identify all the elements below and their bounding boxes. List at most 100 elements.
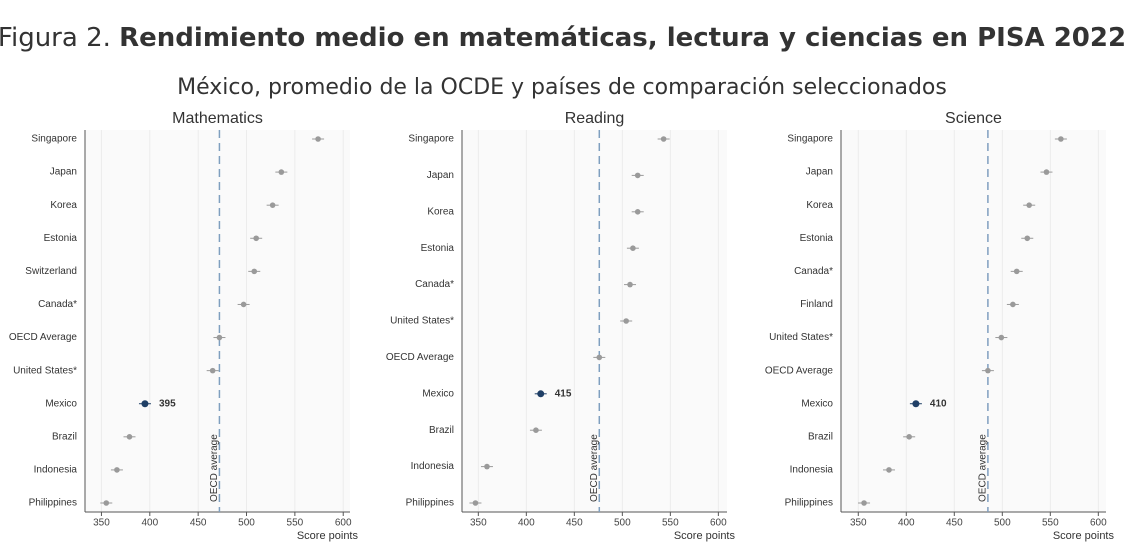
y-tick-label: Estonia [800, 233, 834, 244]
y-tick-label: OECD Average [386, 352, 455, 363]
y-tick-label: Japan [427, 170, 454, 181]
y-tick-label: Switzerland [25, 266, 77, 277]
y-tick-label: Korea [427, 206, 454, 217]
y-tick-label: United States* [13, 365, 77, 376]
y-tick-label: Brazil [429, 425, 454, 436]
figure-label: Figura 2. [0, 23, 111, 53]
y-tick-label: Korea [50, 200, 77, 211]
dot [660, 136, 667, 142]
dot [627, 281, 633, 288]
dot [240, 301, 247, 308]
x-tick-label: 600 [335, 518, 352, 529]
dot [596, 354, 603, 361]
x-tick-label: 400 [141, 518, 158, 529]
y-tick-label: Singapore [408, 134, 454, 145]
dot [1010, 301, 1016, 308]
dot [315, 136, 321, 142]
value-label: 395 [159, 398, 176, 409]
y-tick-label: United States* [769, 332, 833, 343]
x-tick-label: 400 [518, 518, 535, 529]
x-tick-label: 450 [946, 518, 963, 529]
y-tick-label: OECD Average [9, 332, 78, 343]
y-tick-label: Singapore [31, 134, 77, 145]
x-axis-label: Score points [674, 530, 736, 542]
dot [209, 367, 216, 374]
x-tick-label: 450 [566, 518, 583, 529]
dot [216, 334, 223, 341]
figure-title-text: Rendimiento medio en matemáticas, lectur… [119, 23, 1126, 53]
dot [1043, 169, 1050, 175]
x-tick-label: 600 [710, 518, 727, 529]
dot [630, 245, 636, 251]
x-tick-label: 350 [470, 518, 487, 529]
figure-title: Figura 2. Rendimiento medio en matemátic… [0, 23, 1126, 53]
y-tick-label: Philippines [29, 498, 77, 509]
dot [533, 427, 539, 434]
y-tick-label: Japan [50, 167, 77, 178]
y-tick-label: Mexico [45, 398, 77, 409]
dot [886, 467, 892, 473]
plot-area [841, 130, 1106, 512]
dot [1026, 202, 1032, 208]
dot [126, 434, 133, 440]
x-tick-label: 600 [1090, 518, 1107, 529]
dot [114, 467, 120, 473]
y-tick-label: Finland [800, 299, 833, 310]
dot [1013, 268, 1020, 275]
x-tick-label: 500 [614, 518, 631, 529]
plot-area [462, 130, 727, 512]
x-tick-label: 500 [994, 518, 1011, 529]
dot [103, 500, 110, 506]
y-tick-label: Estonia [421, 243, 455, 254]
dot [1024, 235, 1031, 242]
y-tick-label: Philippines [406, 498, 454, 509]
figure-subtitle: México, promedio de la OCDE y países de … [177, 75, 947, 100]
y-tick-label: Japan [806, 167, 833, 178]
value-label: 410 [930, 398, 947, 409]
dot [141, 400, 149, 408]
dot [861, 500, 867, 506]
y-tick-label: Mexico [422, 388, 454, 399]
reference-label: OECD average [589, 434, 600, 502]
y-tick-label: Estonia [44, 233, 78, 244]
x-tick-label: 550 [287, 518, 304, 529]
dot [912, 400, 920, 408]
x-axis-label: Score points [297, 530, 359, 542]
y-tick-label: Mexico [801, 398, 833, 409]
y-tick-label: Brazil [52, 431, 77, 442]
dot [537, 390, 545, 398]
y-tick-label: Korea [806, 200, 833, 211]
y-tick-label: Canada* [794, 266, 833, 277]
dot [251, 268, 258, 275]
plot-area [85, 130, 350, 512]
y-tick-label: Singapore [787, 134, 833, 145]
dot [1058, 136, 1064, 142]
dot [278, 169, 285, 175]
y-tick-label: Indonesia [790, 465, 834, 476]
x-tick-label: 450 [190, 518, 207, 529]
dot [472, 500, 479, 506]
dot [634, 172, 641, 179]
y-tick-label: Philippines [785, 498, 833, 509]
x-tick-label: 500 [238, 518, 255, 529]
y-tick-label: Canada* [415, 279, 454, 290]
value-label: 415 [555, 388, 572, 399]
y-tick-label: Brazil [808, 431, 833, 442]
dot [484, 463, 490, 470]
y-tick-label: Canada* [38, 299, 77, 310]
x-tick-label: 350 [93, 518, 110, 529]
x-tick-label: 400 [898, 518, 915, 529]
x-tick-label: 550 [662, 518, 679, 529]
dot [985, 367, 991, 374]
reference-label: OECD average [978, 434, 989, 502]
reference-label: OECD average [209, 434, 220, 502]
dot [623, 318, 629, 324]
y-tick-label: Indonesia [34, 465, 78, 476]
dot [998, 334, 1005, 341]
dot [634, 209, 641, 215]
panel-title: Reading [565, 110, 625, 127]
